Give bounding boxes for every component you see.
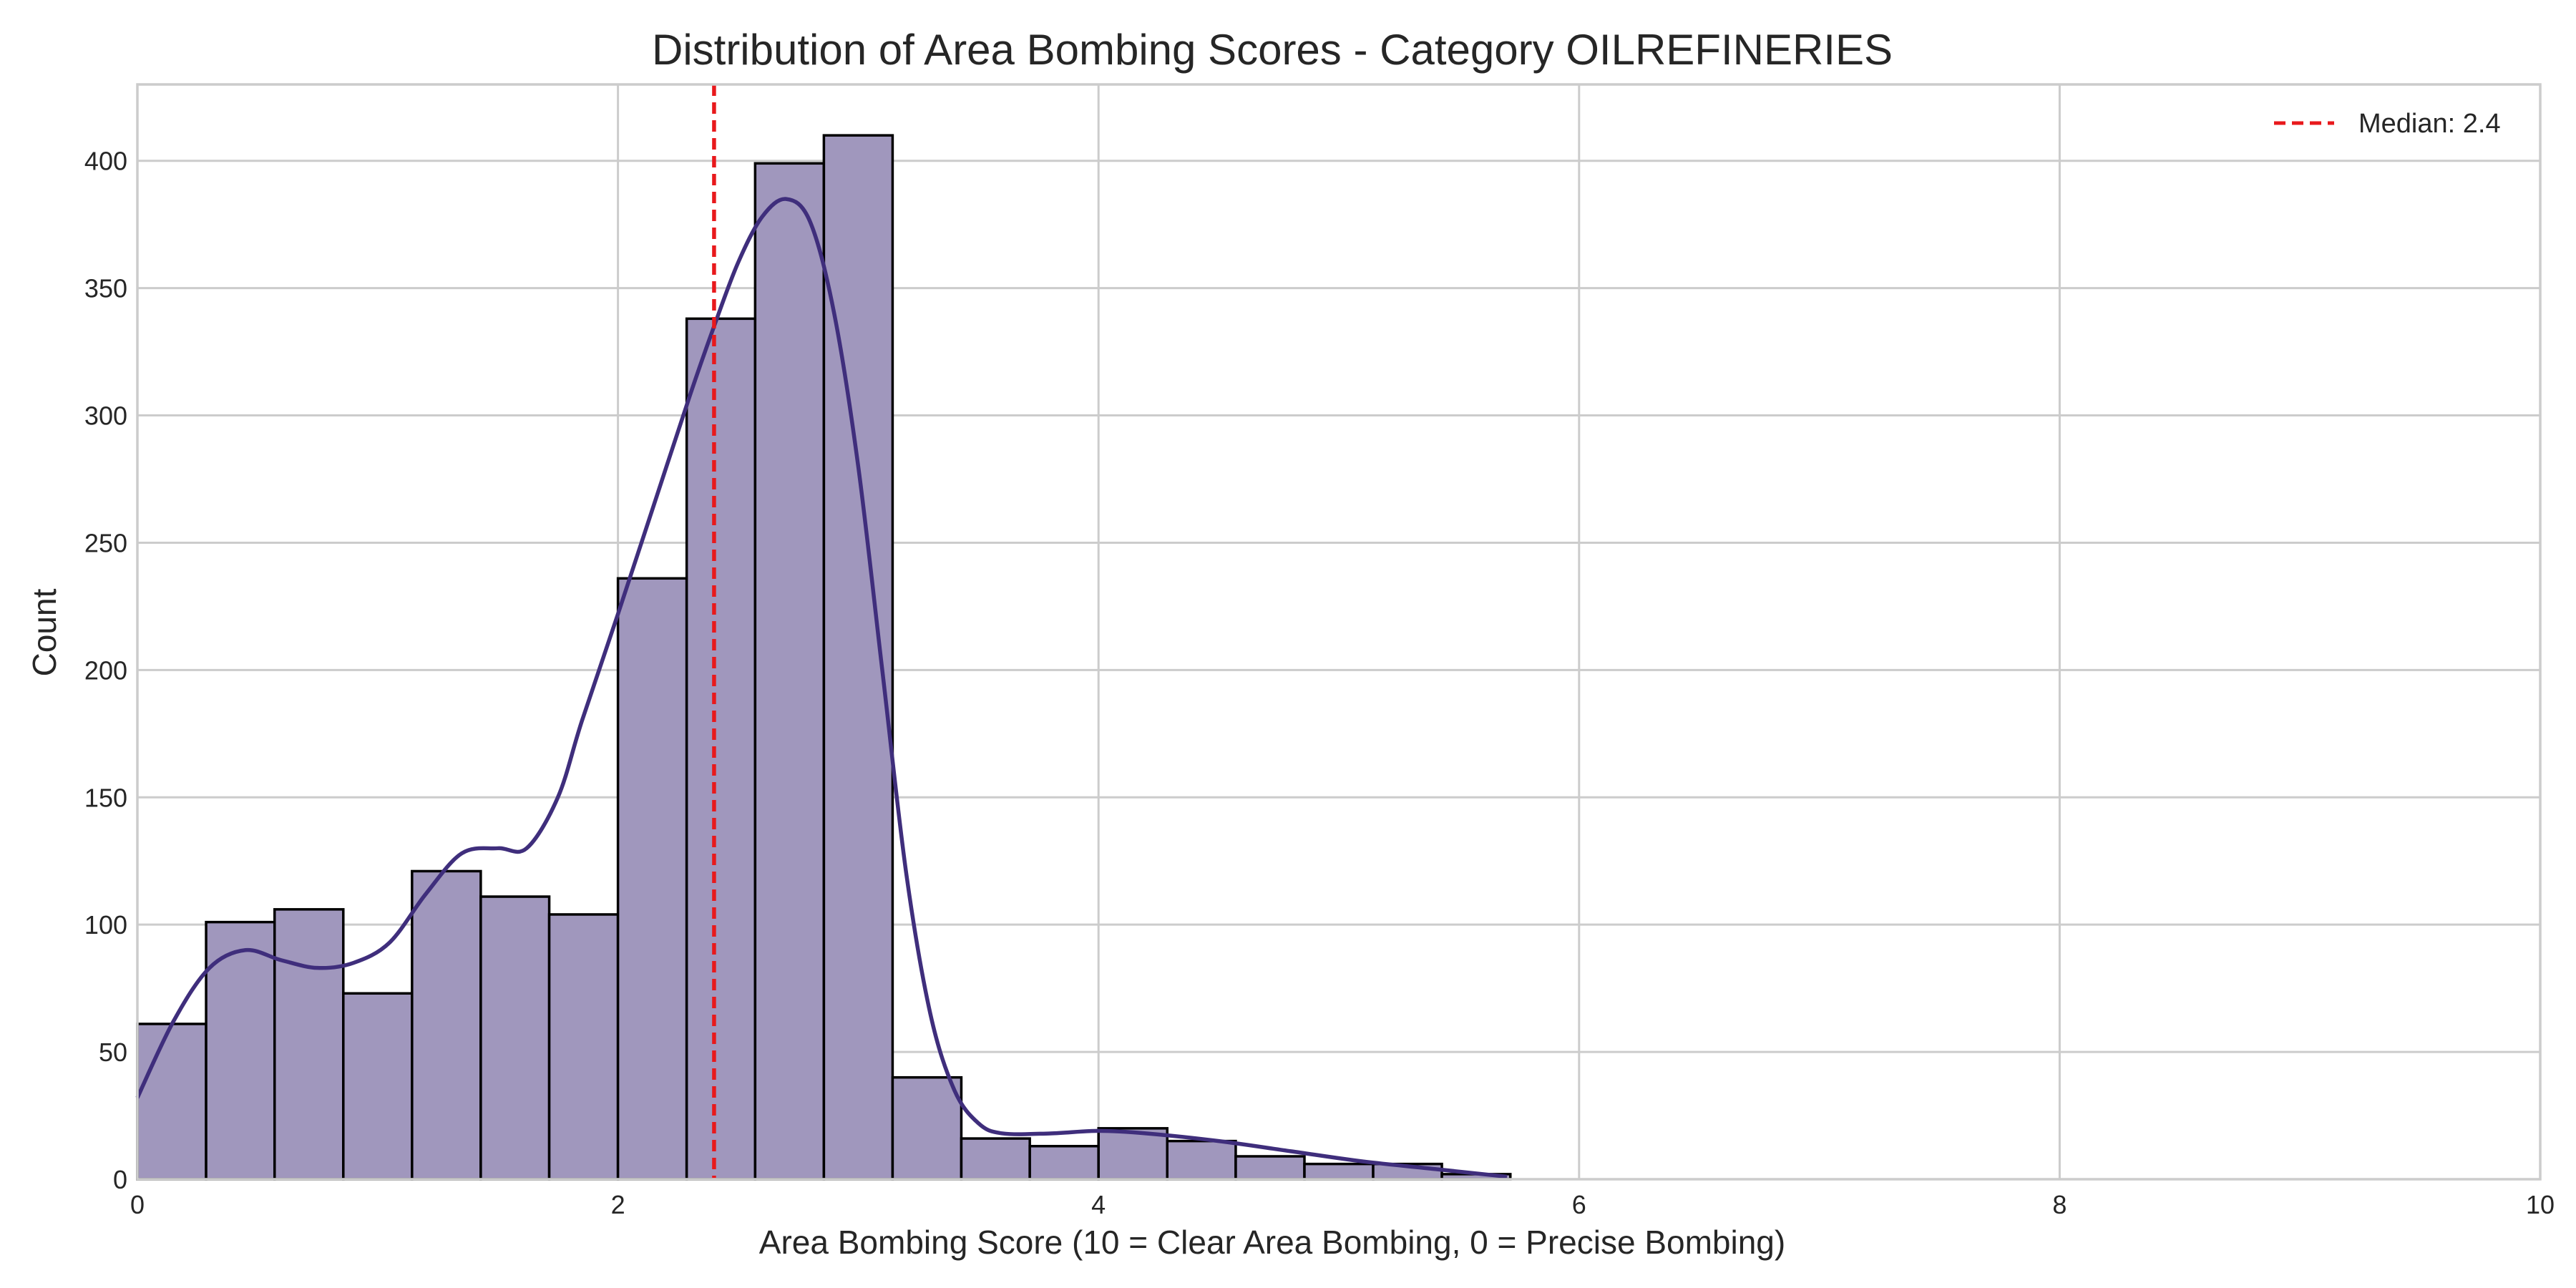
histogram-bar xyxy=(1028,1144,1100,1181)
axes-frame xyxy=(136,83,2542,1181)
histogram-bar xyxy=(547,913,620,1181)
histogram-bar xyxy=(136,1023,208,1181)
kde-layer xyxy=(135,197,1508,1179)
histogram-bar xyxy=(616,577,688,1181)
histogram-bar xyxy=(960,1137,1031,1181)
histogram-bar xyxy=(1303,1162,1375,1181)
legend-median-label: Median: 2.4 xyxy=(2358,109,2501,139)
legend[interactable]: Median: 2.4 xyxy=(2274,109,2501,139)
histogram-bar xyxy=(205,920,276,1181)
plot-area-border xyxy=(136,83,2542,1181)
x-axis-title: Area Bombing Score (10 = Clear Area Bomb… xyxy=(759,1224,1785,1261)
histogram-bars xyxy=(136,134,1512,1181)
y-tick-label: 0 xyxy=(113,1165,127,1194)
histogram-bar xyxy=(273,908,345,1181)
x-tick-label: 0 xyxy=(130,1190,145,1219)
histogram-bar xyxy=(753,162,826,1181)
x-tick-label: 2 xyxy=(611,1190,625,1219)
kde-curve xyxy=(135,197,1508,1179)
histogram-bar xyxy=(1234,1155,1306,1181)
histogram-bar xyxy=(479,895,551,1181)
y-tick-label: 350 xyxy=(84,274,127,303)
y-tick-label: 300 xyxy=(84,401,127,431)
histogram-bar xyxy=(342,992,414,1181)
x-tick-label: 8 xyxy=(2052,1190,2067,1219)
y-tick-label: 200 xyxy=(84,655,127,685)
histogram-bar xyxy=(411,869,482,1181)
histogram-bar xyxy=(891,1075,963,1181)
x-tick-label: 4 xyxy=(1091,1190,1106,1219)
y-tick-label: 250 xyxy=(84,528,127,557)
x-tick-label: 10 xyxy=(2526,1190,2555,1219)
y-tick-label: 50 xyxy=(99,1038,127,1067)
histogram-bar xyxy=(1166,1139,1237,1181)
y-tick-label: 400 xyxy=(84,147,127,176)
y-tick-label: 150 xyxy=(84,783,127,812)
histogram-bar xyxy=(685,317,757,1181)
x-tick-label: 6 xyxy=(1572,1190,1586,1219)
y-tick-label: 100 xyxy=(84,910,127,940)
chart-title: Distribution of Area Bombing Scores - Ca… xyxy=(652,26,1893,74)
y-axis-title: Count xyxy=(26,588,63,676)
histogram-bar xyxy=(1097,1127,1169,1181)
